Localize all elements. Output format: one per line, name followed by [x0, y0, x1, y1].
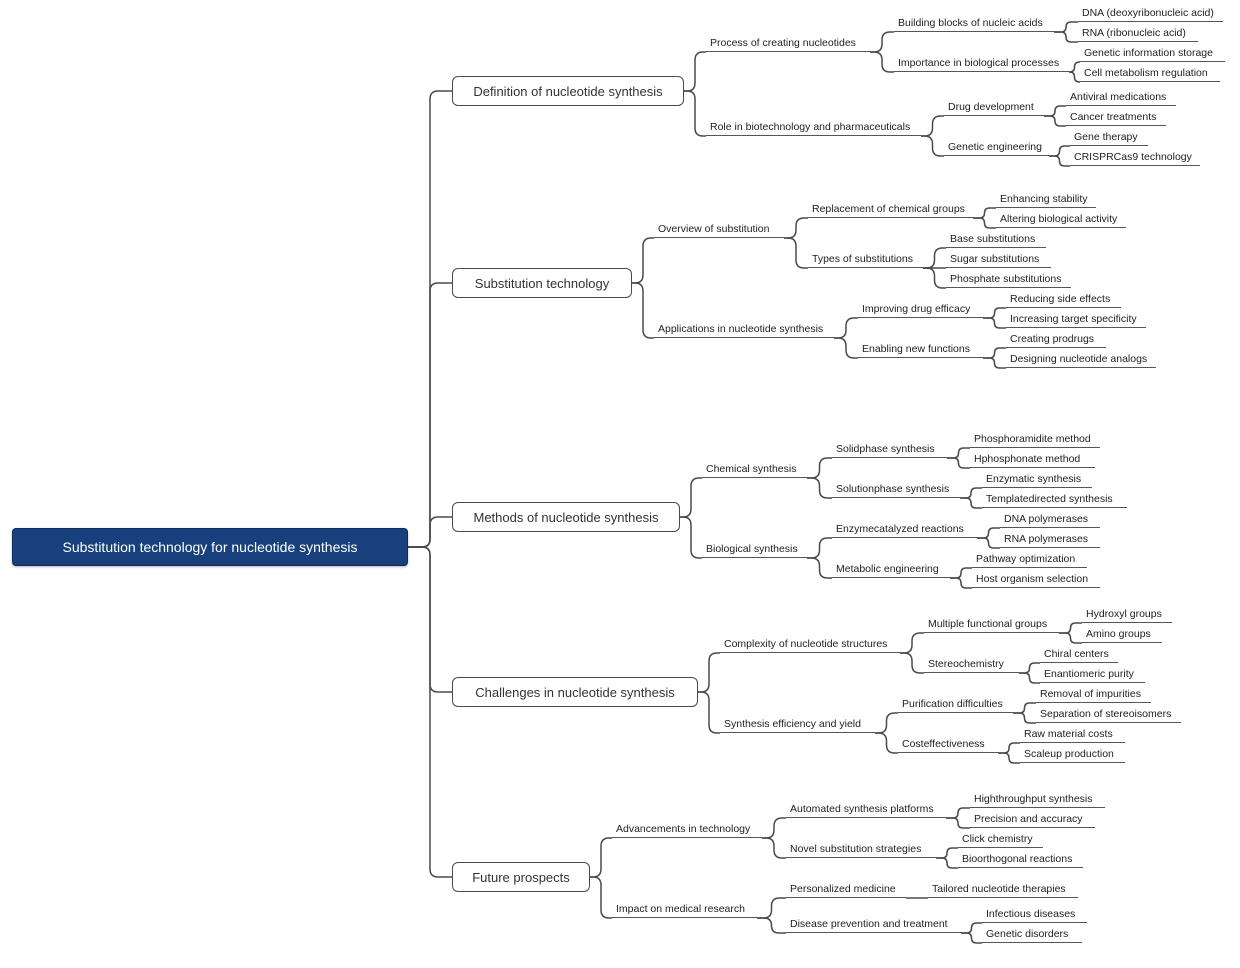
branch-methods: Methods of nucleotide synthesis [452, 502, 680, 532]
l2-8: Advancements in technology [612, 822, 762, 838]
l4-24: Host organism selection [972, 572, 1100, 588]
l3-5: Types of substitutions [808, 252, 923, 268]
l4-37: Tailored nucleotide therapies [928, 882, 1078, 898]
l4-35: Click chemistry [958, 832, 1043, 848]
l4-29: Removal of impurities [1036, 687, 1151, 703]
l4-26: Amino groups [1082, 627, 1162, 643]
branch-chall: Challenges in nucleotide synthesis [452, 677, 698, 707]
l2-4: Chemical synthesis [702, 462, 807, 478]
l4-39: Genetic disorders [982, 927, 1082, 943]
l4-34: Precision and accuracy [970, 812, 1095, 828]
l4-3: Cell metabolism regulation [1080, 66, 1220, 82]
l4-23: Pathway optimization [972, 552, 1087, 568]
l4-2: Genetic information storage [1080, 46, 1225, 62]
l4-11: Sugar substitutions [946, 252, 1051, 268]
l3-16: Automated synthesis platforms [786, 802, 946, 818]
l4-14: Increasing target specificity [1006, 312, 1146, 328]
l4-4: Antiviral medications [1066, 90, 1176, 106]
l3-8: Solidphase synthesis [832, 442, 947, 458]
l3-14: Purification difficulties [898, 697, 1013, 713]
l4-28: Enantiomeric purity [1040, 667, 1145, 683]
l4-38: Infectious diseases [982, 907, 1087, 923]
l3-12: Multiple functional groups [924, 617, 1059, 633]
l2-5: Biological synthesis [702, 542, 807, 558]
l3-17: Novel substitution strategies [786, 842, 936, 858]
l3-1: Importance in biological processes [894, 56, 1069, 72]
l2-7: Synthesis efficiency and yield [720, 717, 875, 733]
l4-8: Enhancing stability [996, 192, 1096, 208]
l3-7: Enabling new functions [858, 342, 983, 358]
l3-19: Disease prevention and treatment [786, 917, 961, 933]
l4-5: Cancer treatments [1066, 110, 1166, 126]
l2-3: Applications in nucleotide synthesis [654, 322, 834, 338]
l4-15: Creating prodrugs [1006, 332, 1106, 348]
l4-36: Bioorthogonal reactions [958, 852, 1083, 868]
l4-17: Phosphoramidite method [970, 432, 1100, 448]
l4-1: RNA (ribonucleic acid) [1078, 26, 1198, 42]
l3-18: Personalized medicine [786, 882, 906, 898]
l3-0: Building blocks of nucleic acids [894, 16, 1054, 32]
l4-30: Separation of stereoisomers [1036, 707, 1181, 723]
l2-6: Complexity of nucleotide structures [720, 637, 900, 653]
l3-11: Metabolic engineering [832, 562, 950, 578]
branch-subtech: Substitution technology [452, 268, 632, 298]
l4-20: Templatedirected synthesis [982, 492, 1127, 508]
l4-9: Altering biological activity [996, 212, 1126, 228]
l4-32: Scaleup production [1020, 747, 1125, 763]
l3-2: Drug development [944, 100, 1044, 116]
l2-9: Impact on medical research [612, 902, 757, 918]
l3-6: Improving drug efficacy [858, 302, 983, 318]
l4-10: Base substitutions [946, 232, 1046, 248]
l4-25: Hydroxyl groups [1082, 607, 1172, 623]
l4-6: Gene therapy [1070, 130, 1148, 146]
l4-22: RNA polymerases [1000, 532, 1100, 548]
l4-18: Hphosphonate method [970, 452, 1095, 468]
l3-13: Stereochemistry [924, 657, 1019, 673]
l4-31: Raw material costs [1020, 727, 1125, 743]
l2-2: Overview of substitution [654, 222, 784, 238]
l4-7: CRISPRCas9 technology [1070, 150, 1200, 166]
l3-4: Replacement of chemical groups [808, 202, 973, 218]
l3-10: Enzymecatalyzed reactions [832, 522, 977, 538]
l2-0: Process of creating nucleotides [706, 36, 870, 52]
l4-16: Designing nucleotide analogs [1006, 352, 1156, 368]
l3-3: Genetic engineering [944, 140, 1049, 156]
l2-1: Role in biotechnology and pharmaceutical… [706, 120, 921, 136]
l4-19: Enzymatic synthesis [982, 472, 1092, 488]
l4-21: DNA polymerases [1000, 512, 1100, 528]
l4-27: Chiral centers [1040, 647, 1118, 663]
l3-9: Solutionphase synthesis [832, 482, 960, 498]
l4-13: Reducing side effects [1006, 292, 1121, 308]
root-node: Substitution technology for nucleotide s… [12, 528, 408, 566]
branch-defn: Definition of nucleotide synthesis [452, 76, 684, 106]
branch-future: Future prospects [452, 862, 590, 892]
l3-15: Costeffectiveness [898, 737, 998, 753]
l4-33: Highthroughput synthesis [970, 792, 1105, 808]
l4-12: Phosphate substitutions [946, 272, 1071, 288]
l4-0: DNA (deoxyribonucleic acid) [1078, 6, 1223, 22]
